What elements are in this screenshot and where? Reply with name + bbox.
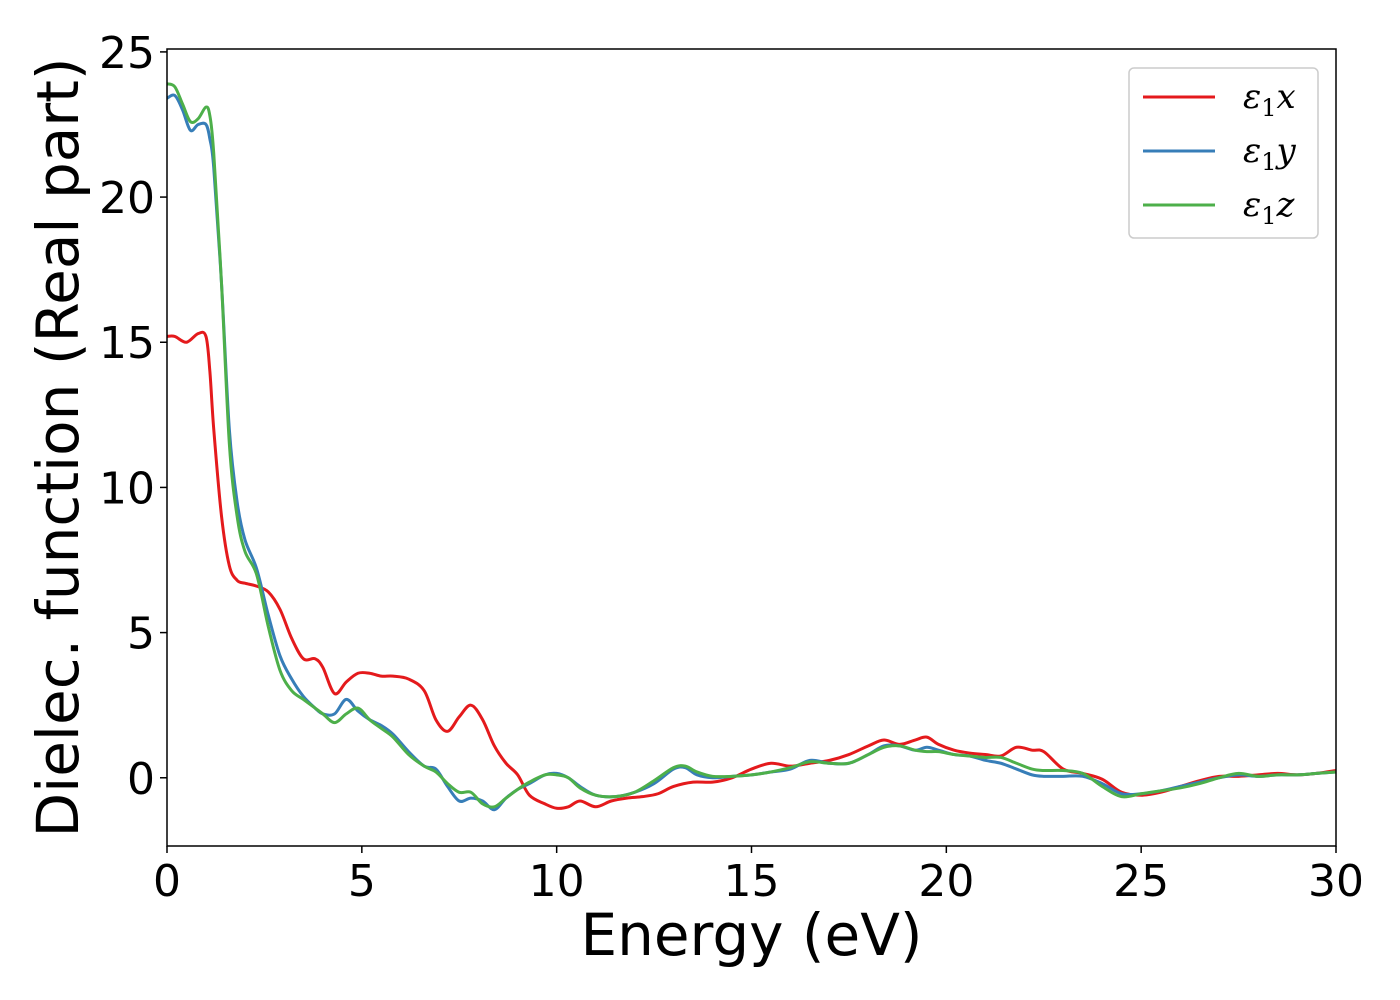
legend-label: ε1z [1243, 185, 1296, 230]
y-axis-title: Dielec. function (Real part) [24, 57, 92, 837]
legend-label: ε1y [1243, 131, 1297, 176]
x-tick-label: 0 [153, 856, 181, 907]
y-tick-label: 10 [99, 463, 155, 514]
x-axis-title: Energy (eV) [580, 901, 922, 969]
legend-label: ε1x [1243, 77, 1296, 122]
series-line-z [167, 82, 1336, 809]
x-tick-label: 10 [529, 856, 585, 907]
plot-lines [167, 82, 1336, 812]
y-axis-ticks: 0 5 10 15 20 25 [99, 28, 167, 805]
series-line-x [167, 330, 1336, 810]
y-tick-label: 15 [99, 318, 155, 369]
legend: ε1x ε1y ε1z [1128, 67, 1319, 239]
legend-box [1128, 67, 1319, 239]
x-tick-label: 25 [1113, 856, 1169, 907]
y-tick-label: 25 [99, 28, 155, 79]
x-tick-label: 5 [348, 856, 376, 907]
y-tick-label: 5 [127, 609, 155, 660]
y-tick-label: 20 [99, 173, 155, 224]
x-axis-ticks: 0 5 10 15 20 25 30 [153, 846, 1364, 907]
x-tick-label: 20 [918, 856, 974, 907]
x-tick-label: 30 [1308, 856, 1364, 907]
x-tick-label: 15 [724, 856, 780, 907]
y-tick-label: 0 [127, 754, 155, 805]
